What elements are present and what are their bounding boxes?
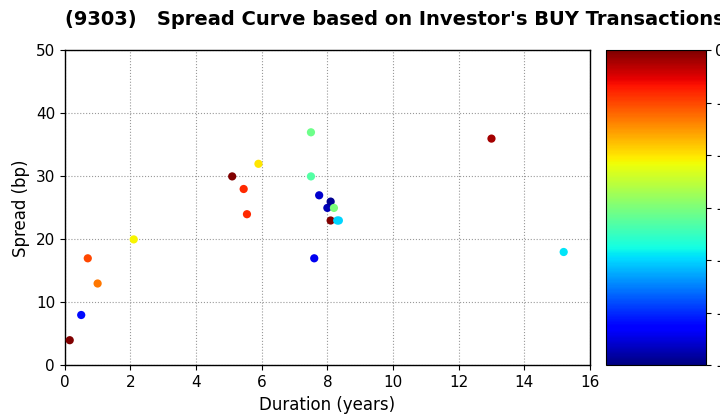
- Point: [328, 205, 340, 211]
- Point: [486, 135, 498, 142]
- Point: [325, 217, 336, 224]
- Point: [325, 198, 336, 205]
- Point: [253, 160, 264, 167]
- Point: [313, 192, 325, 199]
- Point: [238, 186, 249, 192]
- Point: [64, 337, 76, 344]
- Point: [308, 255, 320, 262]
- X-axis label: Duration (years): Duration (years): [259, 396, 395, 414]
- Point: [128, 236, 140, 243]
- Text: (9303)   Spread Curve based on Investor's BUY Transactions: (9303) Spread Curve based on Investor's …: [65, 10, 720, 29]
- Point: [305, 129, 317, 136]
- Point: [305, 173, 317, 180]
- Point: [82, 255, 94, 262]
- Point: [331, 217, 343, 224]
- Point: [241, 211, 253, 218]
- Point: [76, 312, 87, 318]
- Y-axis label: Spread (bp): Spread (bp): [12, 159, 30, 257]
- Point: [92, 280, 104, 287]
- Point: [322, 205, 333, 211]
- Point: [333, 217, 345, 224]
- Point: [226, 173, 238, 180]
- Point: [558, 249, 570, 255]
